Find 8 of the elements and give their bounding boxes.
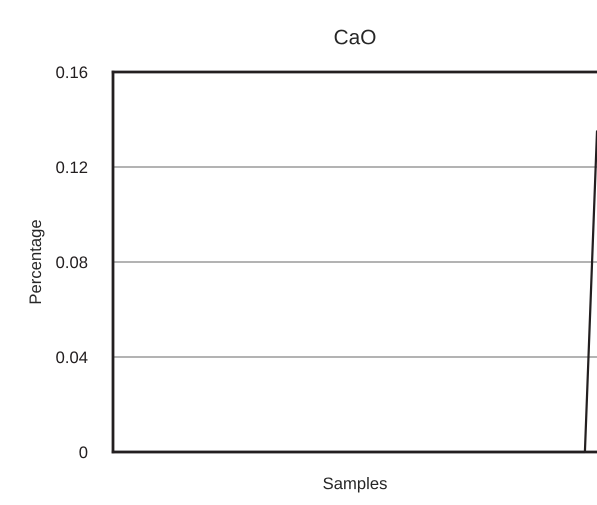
y-axis-title: Percentage (30, 220, 44, 304)
y-tick-label: 0.08 (56, 256, 88, 268)
y-tick-label: 0.16 (56, 66, 88, 78)
y-tick-label: 0 (79, 446, 88, 458)
x-axis-title: Samples (323, 477, 387, 493)
chart-title: CaO (334, 30, 376, 44)
y-tick-label: 0.12 (56, 161, 88, 174)
y-tick-label: 0.04 (56, 351, 88, 364)
